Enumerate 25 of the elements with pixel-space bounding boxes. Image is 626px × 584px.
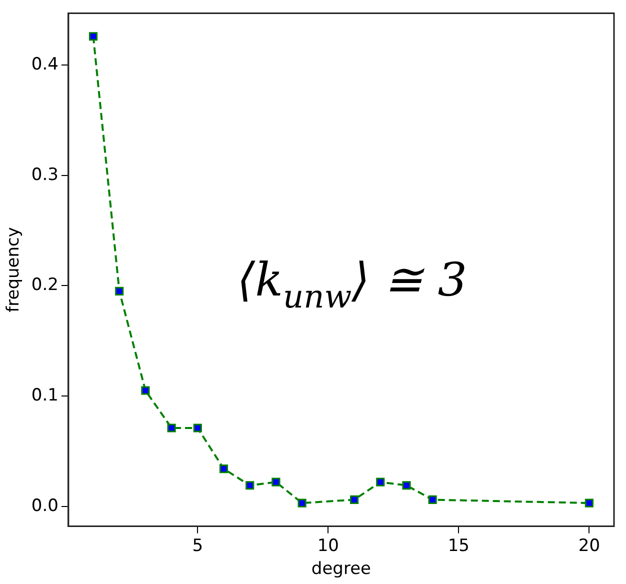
y-tick-label: 0.1 xyxy=(31,385,58,406)
y-tick-label: 0.4 xyxy=(31,54,58,74)
x-tick-label: 5 xyxy=(192,536,204,556)
point xyxy=(115,286,124,296)
point xyxy=(219,464,228,474)
x-tick-label: 15 xyxy=(448,536,470,556)
point xyxy=(428,495,437,504)
point xyxy=(272,478,280,486)
point xyxy=(246,481,254,490)
point xyxy=(88,32,98,41)
x-tick-label: 10 xyxy=(317,536,339,556)
point xyxy=(350,495,359,504)
point xyxy=(167,424,176,432)
x-axis-title: degree xyxy=(311,559,372,580)
y-tick-label: 0.3 xyxy=(31,164,58,185)
x-tick-label: 20 xyxy=(578,536,600,556)
point xyxy=(141,386,150,395)
point xyxy=(298,498,306,508)
point xyxy=(376,478,385,486)
point xyxy=(402,481,411,490)
point xyxy=(584,498,594,508)
point xyxy=(193,424,202,432)
y-axis-title: frequency xyxy=(4,227,24,312)
y-tick-label: 0.0 xyxy=(31,496,58,516)
y-tick-label: 0.2 xyxy=(31,275,58,296)
